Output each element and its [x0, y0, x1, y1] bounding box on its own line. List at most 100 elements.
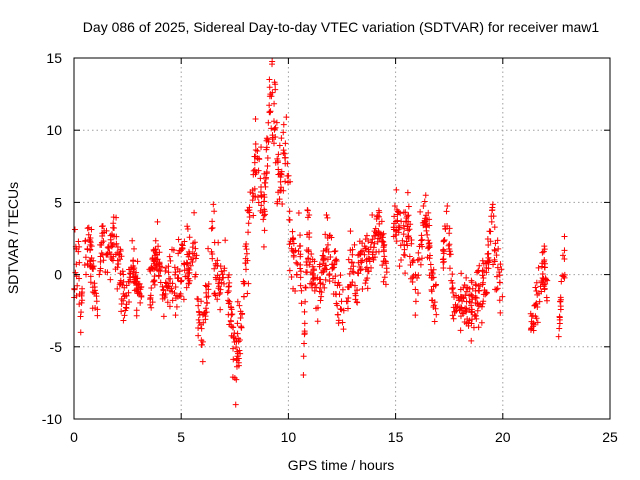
data-point [458, 270, 465, 277]
data-point [203, 283, 210, 290]
data-point [107, 253, 114, 260]
data-point [312, 274, 319, 281]
data-point [203, 299, 210, 306]
data-point [394, 217, 401, 224]
data-point [176, 268, 183, 275]
data-point [275, 151, 282, 158]
data-point [474, 307, 481, 314]
data-point [559, 272, 566, 279]
data-point [494, 285, 501, 292]
data-point [262, 175, 269, 182]
data-point [235, 335, 242, 342]
data-point [258, 144, 265, 151]
data-point [217, 286, 224, 293]
data-point [252, 146, 259, 153]
data-point [415, 290, 422, 297]
data-point [183, 284, 190, 291]
data-point [431, 318, 438, 325]
data-point [191, 239, 198, 246]
data-point [419, 219, 426, 226]
data-point [98, 250, 105, 257]
data-point [209, 224, 216, 231]
data-point [276, 142, 283, 149]
data-point [466, 292, 473, 299]
data-point [335, 317, 342, 324]
data-point [244, 207, 251, 214]
data-point [226, 271, 233, 278]
data-point [538, 278, 545, 285]
data-point [484, 250, 491, 257]
data-point [77, 329, 84, 336]
data-point [422, 215, 429, 222]
data-point [249, 187, 256, 194]
data-point [557, 296, 564, 303]
data-point [406, 226, 413, 233]
data-point [403, 238, 410, 245]
data-point [184, 267, 191, 274]
data-point [153, 257, 160, 264]
data-point [166, 253, 173, 260]
data-point [198, 341, 205, 348]
data-point [363, 232, 370, 239]
data-point [354, 287, 361, 294]
data-point [89, 305, 96, 312]
data-point [258, 193, 265, 200]
data-point [283, 114, 290, 121]
y-tick-label: -5 [50, 339, 63, 355]
data-point [309, 256, 316, 263]
data-point [90, 257, 97, 264]
data-point [78, 290, 85, 297]
data-point [414, 275, 421, 282]
data-point [97, 258, 104, 265]
data-point [302, 298, 309, 305]
data-point [254, 194, 261, 201]
data-point [117, 247, 124, 254]
data-point [202, 313, 209, 320]
data-point [417, 208, 424, 215]
data-point [375, 231, 382, 238]
data-point [242, 260, 249, 267]
data-point [164, 284, 171, 291]
data-point [543, 276, 550, 283]
data-point [473, 294, 480, 301]
data-point [428, 270, 435, 277]
data-point [333, 256, 340, 263]
data-point [339, 319, 346, 326]
data-point [211, 265, 218, 272]
data-point [134, 284, 141, 291]
data-point [184, 226, 191, 233]
data-point [169, 297, 176, 304]
data-point [110, 214, 117, 221]
data-point [358, 248, 365, 255]
data-point [463, 305, 470, 312]
data-point [286, 241, 293, 248]
data-point [301, 320, 308, 327]
data-point [199, 311, 206, 318]
data-point [380, 242, 387, 249]
data-point [154, 266, 161, 273]
data-point [100, 257, 107, 264]
data-point [560, 273, 567, 280]
data-point [349, 251, 356, 258]
data-point [323, 211, 330, 218]
data-point [425, 244, 432, 251]
x-tick-label: 25 [602, 429, 618, 445]
data-point [473, 282, 480, 289]
data-point [480, 298, 487, 305]
data-point [118, 296, 125, 303]
data-point [375, 207, 382, 214]
data-point [331, 248, 338, 255]
data-point [455, 294, 462, 301]
data-point [92, 290, 99, 297]
data-point [280, 149, 287, 156]
data-point [334, 311, 341, 318]
data-point [383, 265, 390, 272]
data-point [195, 332, 202, 339]
data-point [219, 271, 226, 278]
data-point [314, 318, 321, 325]
data-point [338, 306, 345, 313]
data-point [397, 210, 404, 217]
data-point [179, 242, 186, 249]
data-point [284, 179, 291, 186]
data-point [257, 175, 264, 182]
